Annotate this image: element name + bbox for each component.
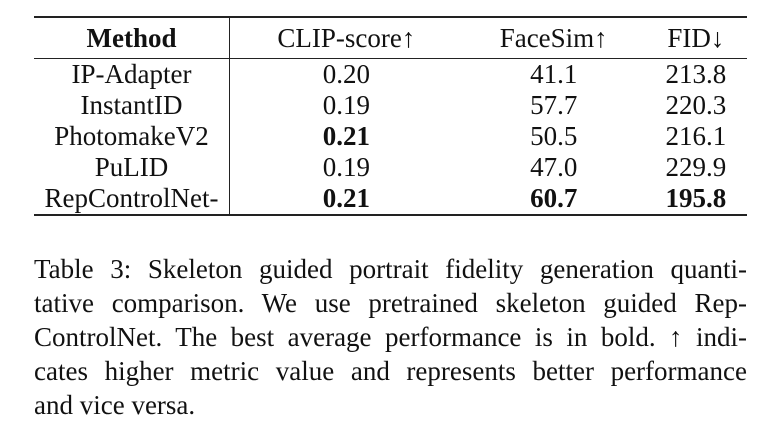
cell-method: PuLID xyxy=(34,152,230,183)
cell-facesim: 47.0 xyxy=(530,152,578,182)
table-body: IP-Adapter 0.20 41.1 213.8 InstantID 0.19 57.7… xyxy=(34,58,747,215)
cell-fid: 220.3 xyxy=(665,90,727,120)
cell-method: InstantID xyxy=(34,90,230,121)
header-facesim: FaceSim↑ xyxy=(499,22,608,53)
cell-facesim: 57.7 xyxy=(530,90,578,120)
cell-clip-score: 0.21 xyxy=(322,183,370,213)
table-row: RepControlNet- 0.21 60.7 195.8 xyxy=(34,183,747,215)
header-fid: FID↓ xyxy=(667,22,725,53)
header-method: Method xyxy=(34,17,230,59)
table-row: PuLID 0.19 47.0 229.9 xyxy=(34,152,747,183)
table-header-row: Method CLIP-score↑ FaceSim↑ FID↓ xyxy=(34,17,747,59)
cell-facesim: 50.5 xyxy=(530,121,578,151)
caption-line: and vice versa. xyxy=(34,390,196,420)
cell-clip-score: 0.21 xyxy=(322,121,370,151)
table-caption: Table 3: Skeleton guided portrait fideli… xyxy=(34,252,747,422)
cell-clip-score: 0.20 xyxy=(322,59,370,89)
caption-line: Table 3: Skeleton guided portrait fideli… xyxy=(34,254,747,284)
cell-fid: 213.8 xyxy=(665,59,727,89)
caption-line: cates higher metric value and represents… xyxy=(34,356,747,386)
cell-clip-score: 0.19 xyxy=(322,90,370,120)
table-row: IP-Adapter 0.20 41.1 213.8 xyxy=(34,58,747,90)
caption-line: ControlNet. The best average performance… xyxy=(34,322,747,352)
table-row: PhotomakeV2 0.21 50.5 216.1 xyxy=(34,121,747,152)
results-table-container: Method CLIP-score↑ FaceSim↑ FID↓ IP-Adap… xyxy=(34,16,747,216)
results-table: Method CLIP-score↑ FaceSim↑ FID↓ IP-Adap… xyxy=(34,16,747,216)
cell-method: RepControlNet- xyxy=(34,183,230,215)
cell-facesim: 41.1 xyxy=(530,59,578,89)
cell-method: IP-Adapter xyxy=(34,58,230,90)
cell-method: PhotomakeV2 xyxy=(34,121,230,152)
cell-fid: 229.9 xyxy=(665,152,727,182)
header-clip-score: CLIP-score↑ xyxy=(277,22,416,53)
caption-line: tative comparison. We use pretrained ske… xyxy=(34,288,747,318)
table-row: InstantID 0.19 57.7 220.3 xyxy=(34,90,747,121)
cell-facesim: 60.7 xyxy=(530,183,578,213)
cell-fid: 216.1 xyxy=(665,121,727,151)
cell-fid: 195.8 xyxy=(665,183,727,213)
cell-clip-score: 0.19 xyxy=(322,152,370,182)
